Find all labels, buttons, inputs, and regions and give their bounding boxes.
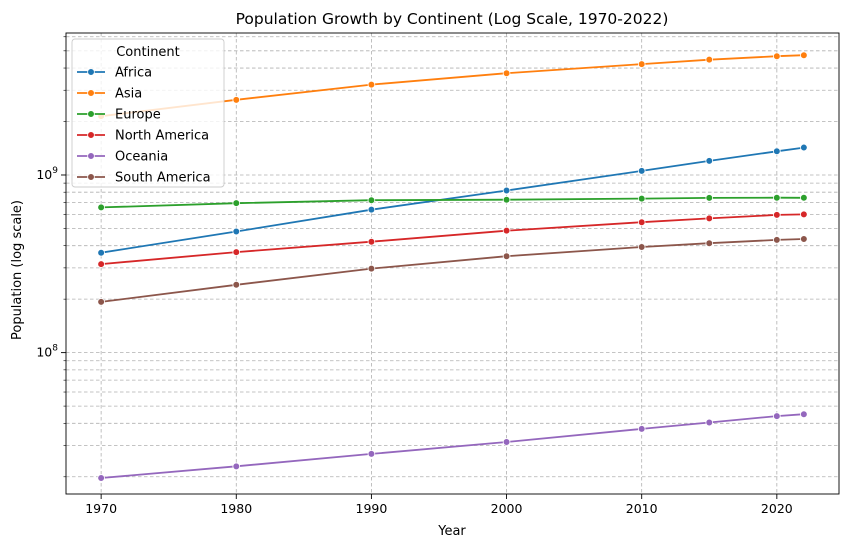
x-tick-label: 1970	[85, 501, 117, 516]
chart-title: Population Growth by Continent (Log Scal…	[236, 10, 669, 28]
legend-marker-asia	[87, 89, 95, 97]
legend: Continent Africa Asia Europe North America Oc…	[71, 38, 225, 188]
data-point-asia	[367, 80, 376, 89]
legend-label-oceania: Oceania	[115, 150, 168, 165]
data-point-europe	[97, 203, 105, 212]
data-point-oceania	[800, 410, 808, 419]
data-point-north-america	[773, 211, 781, 219]
series-lines	[97, 51, 808, 482]
data-point-europe	[367, 196, 376, 205]
data-point-south-america	[502, 252, 511, 261]
x-axis-ticks: 1970 1980 1990 2000 2010 2020	[85, 494, 793, 516]
legend-marker-south-america	[87, 173, 95, 181]
series-line-asia	[100, 54, 804, 118]
data-point-asia	[773, 52, 781, 60]
legend-label-south-america: South America	[115, 171, 211, 186]
data-point-oceania	[773, 412, 781, 420]
y-axis-label: Population (log scale)	[10, 200, 25, 340]
legend-label-asia: Asia	[115, 87, 142, 102]
data-point-south-america	[773, 236, 781, 244]
data-point-africa	[773, 147, 781, 156]
x-tick-label: 2010	[626, 501, 658, 516]
data-point-africa	[705, 157, 714, 165]
data-point-north-america	[637, 218, 646, 227]
data-point-asia	[800, 51, 808, 60]
series-line-africa	[100, 146, 805, 254]
y-tick-label: 108	[36, 344, 58, 360]
data-point-asia	[637, 60, 646, 68]
data-point-europe	[637, 194, 646, 203]
legend-label-europe: Europe	[115, 108, 161, 123]
data-point-europe	[232, 199, 241, 207]
data-point-south-america	[705, 239, 714, 248]
data-point-oceania	[367, 450, 376, 458]
data-point-south-america	[97, 298, 105, 306]
legend-marker-oceania	[87, 152, 95, 160]
legend-label-africa: Africa	[115, 66, 152, 81]
data-point-africa	[502, 186, 511, 195]
y-axis-ticks: 108 109	[36, 36, 66, 478]
x-tick-label: 1990	[356, 501, 388, 516]
data-point-asia	[232, 96, 241, 104]
data-point-north-america	[705, 214, 714, 223]
data-point-africa	[637, 167, 646, 175]
data-point-africa	[232, 227, 241, 236]
series-line-south-america	[100, 238, 804, 303]
data-point-south-america	[637, 243, 646, 251]
legend-title: Continent	[116, 45, 180, 60]
data-point-north-america	[502, 226, 511, 235]
data-point-europe	[502, 195, 511, 204]
data-point-north-america	[800, 210, 808, 219]
data-point-europe	[800, 194, 808, 202]
series-line-europe	[101, 196, 804, 209]
x-axis-label: Year	[437, 524, 466, 539]
grid	[66, 33, 839, 494]
legend-label-north-america: North America	[115, 129, 209, 144]
data-point-asia	[705, 55, 714, 64]
data-point-oceania	[97, 474, 105, 482]
data-point-north-america	[232, 248, 241, 256]
data-point-oceania	[637, 425, 646, 433]
data-point-africa	[367, 205, 376, 214]
series-line-oceania	[101, 413, 804, 479]
data-point-north-america	[367, 237, 376, 246]
legend-marker-africa	[87, 68, 95, 76]
data-point-africa	[97, 248, 105, 257]
x-tick-label: 1980	[220, 501, 252, 516]
legend-box	[71, 38, 225, 188]
plot-area-frame	[65, 32, 840, 495]
data-point-oceania	[705, 418, 714, 427]
series-line-north-america	[101, 213, 804, 265]
y-tick-label: 109	[36, 166, 58, 182]
data-point-asia	[502, 69, 511, 78]
data-point-africa	[800, 143, 808, 152]
data-point-north-america	[97, 260, 105, 268]
legend-marker-north-america	[87, 131, 95, 139]
data-point-oceania	[502, 438, 511, 446]
legend-marker-europe	[87, 110, 95, 118]
x-tick-label: 2020	[761, 501, 793, 516]
data-point-south-america	[232, 280, 241, 289]
data-point-europe	[773, 193, 781, 202]
data-point-south-america	[367, 264, 376, 273]
x-tick-label: 2000	[491, 501, 523, 516]
data-point-europe	[705, 194, 714, 202]
data-point-south-america	[800, 235, 808, 243]
data-point-oceania	[232, 462, 241, 471]
